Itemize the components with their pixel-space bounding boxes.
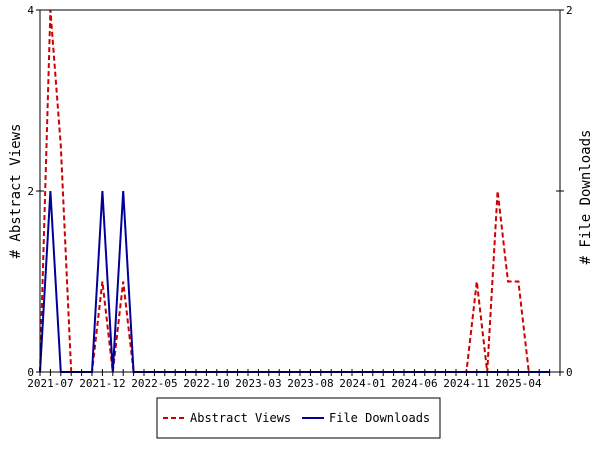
right-tick-label: 2 bbox=[566, 4, 573, 17]
plot-frame bbox=[39, 9, 561, 373]
x-tick-label: 2024-11 bbox=[443, 377, 489, 390]
x-tick-label: 2022-10 bbox=[183, 377, 229, 390]
x-tick-label: 2025-04 bbox=[495, 377, 542, 390]
x-tick-label: 2022-05 bbox=[131, 377, 177, 390]
legend-label-abstract-views: Abstract Views bbox=[190, 411, 291, 425]
right-axis-ticks: 02 bbox=[556, 4, 573, 379]
left-tick-label: 4 bbox=[27, 4, 34, 17]
series-layer bbox=[39, 9, 550, 373]
legend-box bbox=[156, 397, 441, 439]
left-axis-title: # Abstract Views bbox=[8, 124, 24, 259]
x-tick-label: 2024-06 bbox=[391, 377, 437, 390]
x-axis-ticks: 2021-07 2021-12 2022-05 2022-10 2023-03 2023-… bbox=[27, 369, 561, 390]
x-tick-label: 2021-12 bbox=[79, 377, 125, 390]
legend: Abstract Views File Downloads bbox=[156, 397, 441, 439]
left-tick-label: 2 bbox=[27, 185, 34, 198]
right-tick-label: 0 bbox=[566, 366, 573, 379]
x-tick-label: 2021-07 bbox=[27, 377, 73, 390]
x-tick-label: 2024-01 bbox=[339, 377, 385, 390]
x-tick-label: 2023-08 bbox=[287, 377, 333, 390]
left-tick-label: 0 bbox=[27, 366, 34, 379]
right-axis-title: # File Downloads bbox=[578, 130, 594, 265]
legend-label-file-downloads: File Downloads bbox=[329, 411, 430, 425]
x-tick-label: 2023-03 bbox=[235, 377, 281, 390]
